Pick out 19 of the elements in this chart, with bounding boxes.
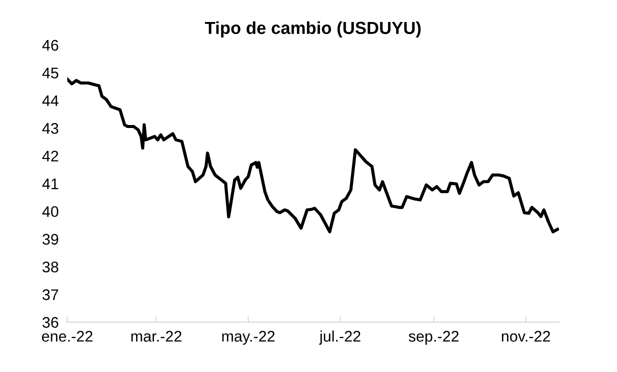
chart-title: Tipo de cambio (USDUYU): [204, 21, 421, 38]
line-series: [67, 78, 559, 234]
x-tick-label: ene.-22: [42, 330, 92, 342]
y-tick-label: 43: [42, 123, 58, 134]
x-tick-label: jul.-22: [319, 330, 360, 345]
y-tick-label: 41: [42, 178, 58, 190]
y-tick-label: 38: [42, 262, 58, 272]
y-tick-label: 36: [42, 317, 58, 328]
y-tick-label: 37: [42, 289, 58, 300]
y-tick-label: 42: [42, 150, 58, 162]
y-tick-label: 40: [42, 206, 58, 217]
x-tick-label: may.-22: [222, 330, 275, 345]
y-tick-label: 39: [42, 234, 58, 245]
y-tick-label: 46: [42, 40, 58, 51]
x-tick-label: sep.-22: [408, 330, 459, 345]
y-tick-label: 45: [42, 68, 58, 78]
y-tick-label: 44: [42, 95, 58, 106]
x-tick-label: nov.-22: [502, 330, 550, 342]
x-tick-label: mar.-22: [131, 330, 182, 342]
